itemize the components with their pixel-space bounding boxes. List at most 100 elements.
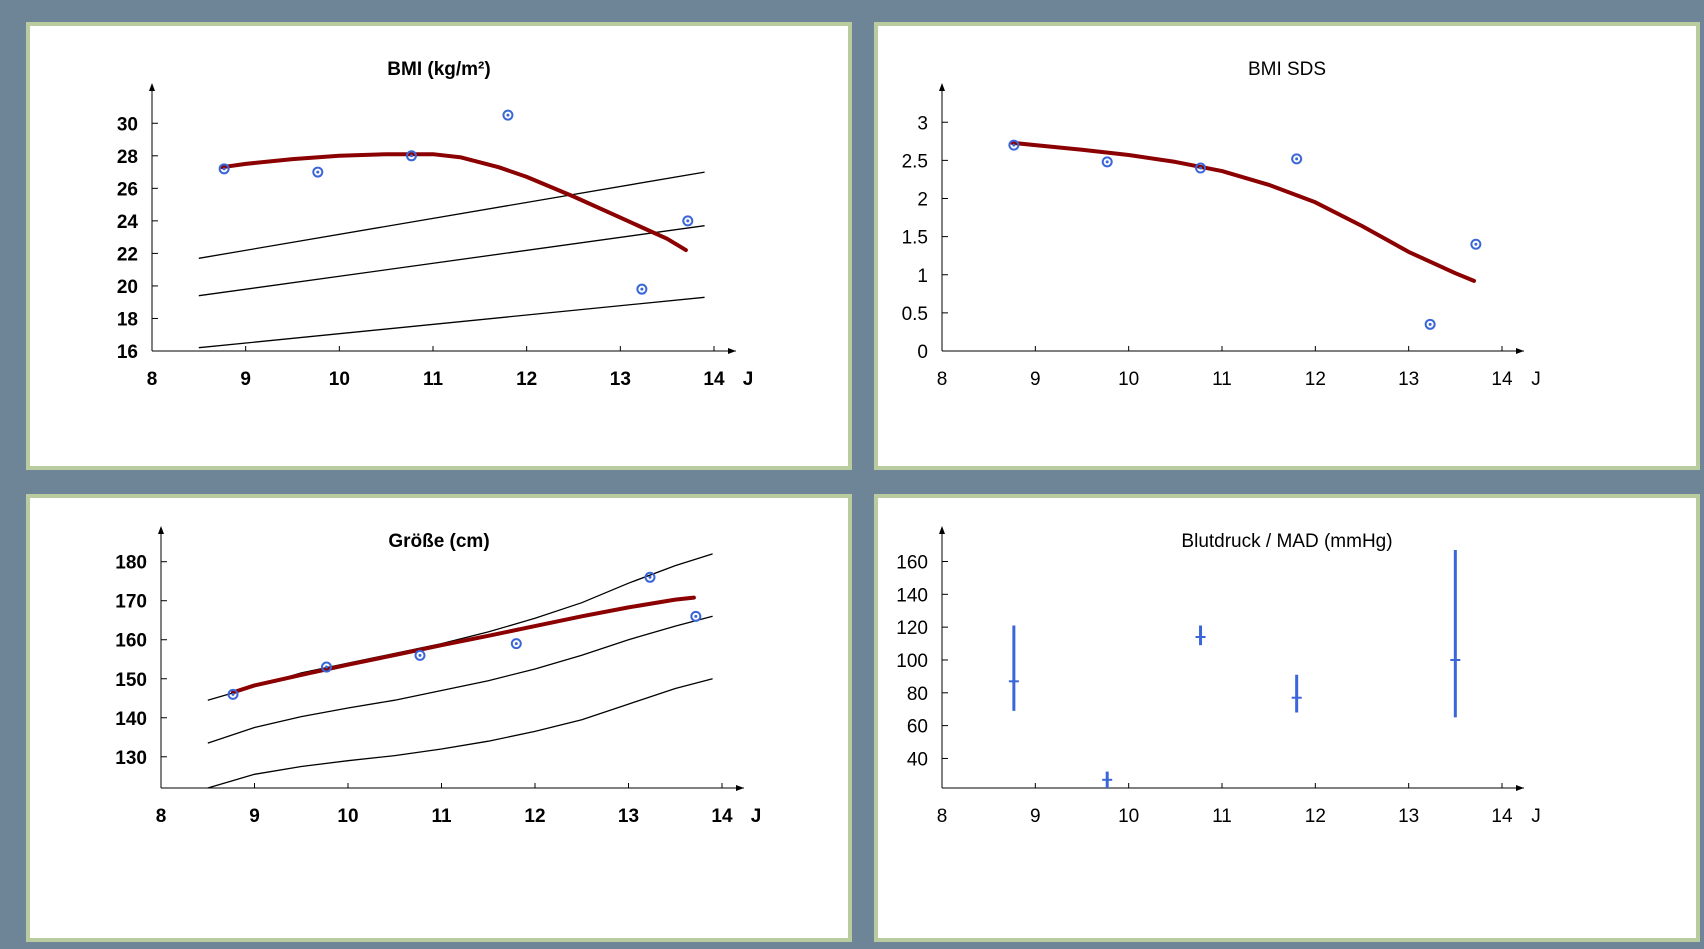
chart-plot: 8 9 10 11 12 13 14 J 130 140 150 160 170 180 [115, 526, 762, 827]
reference-curve [198, 225, 705, 297]
data-point [682, 215, 694, 227]
y-axis-arrow [149, 83, 155, 91]
y-tick-label: 140 [896, 585, 928, 606]
x-tick-label: 10 [1118, 369, 1139, 390]
chart-panel-bmi: BMI (kg/m²) 8 9 10 11 12 13 14 J 16 18 20 22 24 26 28 3… [26, 22, 852, 470]
x-tick-label: 10 [329, 369, 350, 390]
x-tick-label: 11 [431, 806, 452, 827]
y-tick-label: 160 [115, 631, 147, 652]
y-axis-arrow [939, 526, 945, 534]
x-tick-label: 9 [1030, 369, 1041, 390]
x-tick-label: 12 [1305, 369, 1326, 390]
y-axis-arrow [158, 526, 164, 534]
x-axis-arrow [728, 348, 736, 354]
reference-curve [198, 296, 705, 349]
data-point-center [1199, 166, 1203, 170]
data-point [320, 661, 332, 673]
x-axis-arrow [1516, 348, 1524, 354]
y-tick-label: 1 [917, 266, 928, 287]
data-point [1008, 139, 1020, 151]
y-tick-label: 2.5 [902, 151, 928, 172]
y-tick-label: 28 [117, 147, 138, 168]
chart-panel-height: Größe (cm) 8 9 10 11 12 13 14 J 130 140 150 160 170 1… [26, 494, 852, 942]
chart-title: BMI SDS [1247, 59, 1327, 80]
x-tick-label: 14 [1491, 806, 1513, 827]
data-point-center [418, 653, 422, 657]
y-tick-label: 2 [917, 190, 928, 211]
x-tick-label: 14 [711, 806, 733, 827]
data-point [1470, 238, 1482, 250]
y-tick-label: 0 [917, 342, 928, 363]
y-tick-label: 170 [115, 592, 147, 613]
data-point-center [231, 692, 235, 696]
chart-title: Blutdruck / MAD (mmHg) [1181, 531, 1393, 552]
x-axis-arrow [1516, 785, 1524, 791]
reference-curve [198, 171, 705, 259]
x-tick-label: 8 [937, 369, 948, 390]
x-tick-label: 8 [147, 369, 158, 390]
y-tick-label: 30 [117, 114, 138, 135]
reference-curve [207, 615, 713, 744]
data-point-center [1295, 157, 1299, 161]
chart-panel-bmi-sds: BMI SDS 8 9 10 11 12 13 14 J 0 0.5 1 1.5 2 2.5 3 [874, 22, 1700, 470]
y-tick-label: 20 [117, 277, 138, 298]
x-tick-label: 12 [516, 369, 537, 390]
data-point-center [694, 614, 698, 618]
x-axis-label: J [743, 369, 754, 390]
x-tick-label: 10 [337, 806, 358, 827]
y-axis-arrow [939, 83, 945, 91]
trend-curve [220, 152, 688, 253]
data-point-center [1012, 143, 1016, 147]
x-tick-label: 9 [1030, 806, 1041, 827]
x-tick-label: 11 [1212, 369, 1232, 390]
data-point [312, 166, 324, 178]
data-point [1101, 156, 1113, 168]
x-tick-label: 12 [524, 806, 545, 827]
data-point [414, 649, 426, 661]
y-tick-label: 150 [115, 670, 147, 691]
data-point [1291, 153, 1303, 165]
y-tick-label: 120 [896, 618, 928, 639]
y-tick-label: 24 [117, 212, 139, 233]
x-tick-label: 13 [610, 369, 631, 390]
x-axis-arrow [736, 785, 744, 791]
y-tick-label: 140 [115, 709, 147, 730]
data-point [405, 150, 417, 162]
data-point-center [409, 154, 413, 158]
x-tick-label: 9 [249, 806, 260, 827]
data-point [644, 571, 656, 583]
trend-curve [231, 595, 696, 695]
x-tick-label: 8 [156, 806, 167, 827]
x-tick-label: 14 [703, 369, 725, 390]
data-point [1424, 318, 1436, 330]
y-tick-label: 180 [115, 553, 147, 574]
x-tick-label: 9 [240, 369, 251, 390]
y-tick-label: 18 [117, 309, 138, 330]
y-tick-label: 0.5 [902, 304, 928, 325]
data-point [502, 109, 514, 121]
x-tick-label: 12 [1305, 806, 1326, 827]
x-tick-label: 13 [1398, 806, 1419, 827]
y-tick-label: 100 [896, 651, 928, 672]
x-tick-label: 11 [423, 369, 444, 390]
data-point-center [514, 642, 518, 646]
chart-title: Größe (cm) [388, 531, 490, 552]
x-tick-label: 13 [1398, 369, 1419, 390]
chart-plot: 8 9 10 11 12 13 14 J 16 18 20 22 24 26 28 30 [117, 83, 754, 390]
x-tick-label: 8 [937, 806, 948, 827]
trend-curve [1010, 140, 1476, 283]
y-tick-label: 22 [117, 244, 138, 265]
chart-title: BMI (kg/m²) [387, 59, 491, 80]
x-axis-label: J [1531, 806, 1541, 827]
y-tick-label: 16 [117, 342, 138, 363]
data-point-center [648, 575, 652, 579]
data-point-center [1428, 322, 1432, 326]
y-tick-label: 130 [115, 748, 147, 769]
y-tick-label: 3 [917, 113, 928, 134]
x-tick-label: 10 [1118, 806, 1139, 827]
data-point [636, 283, 648, 295]
data-point [1195, 162, 1207, 174]
data-point [218, 163, 230, 175]
reference-curve [207, 678, 713, 789]
x-axis-label: J [751, 806, 762, 827]
